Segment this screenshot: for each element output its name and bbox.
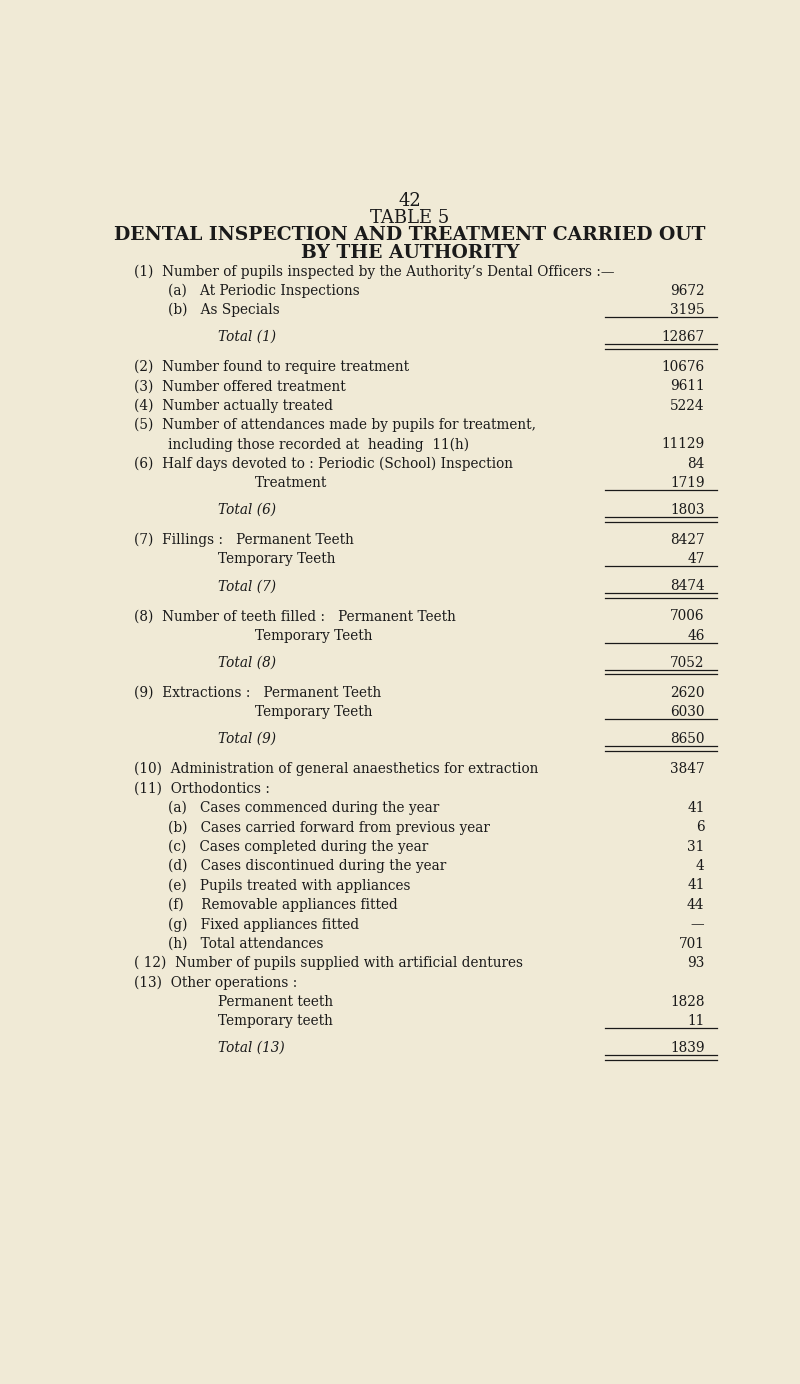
Text: (4)  Number actually treated: (4) Number actually treated	[134, 399, 333, 412]
Text: (8)  Number of teeth filled :   Permanent Teeth: (8) Number of teeth filled : Permanent T…	[134, 609, 456, 623]
Text: 8474: 8474	[670, 580, 705, 594]
Text: 6030: 6030	[670, 704, 705, 720]
Text: 42: 42	[398, 191, 422, 209]
Text: Permanent teeth: Permanent teeth	[218, 995, 333, 1009]
Text: (10)  Administration of general anaesthetics for extraction: (10) Administration of general anaesthet…	[134, 763, 538, 776]
Text: 1803: 1803	[670, 502, 705, 518]
Text: (c)   Cases completed during the year: (c) Cases completed during the year	[168, 840, 429, 854]
Text: Temporary Teeth: Temporary Teeth	[255, 704, 373, 720]
Text: Total (1): Total (1)	[218, 329, 276, 343]
Text: (6)  Half days devoted to : Periodic (School) Inspection: (6) Half days devoted to : Periodic (Sch…	[134, 457, 513, 471]
Text: (5)  Number of attendances made by pupils for treatment,: (5) Number of attendances made by pupils…	[134, 418, 536, 432]
Text: Total (6): Total (6)	[218, 502, 276, 518]
Text: 46: 46	[687, 628, 705, 642]
Text: (7)  Fillings :   Permanent Teeth: (7) Fillings : Permanent Teeth	[134, 533, 354, 548]
Text: (9)  Extractions :   Permanent Teeth: (9) Extractions : Permanent Teeth	[134, 685, 382, 700]
Text: Treatment: Treatment	[255, 476, 327, 490]
Text: (f)    Removable appliances fitted: (f) Removable appliances fitted	[168, 898, 398, 912]
Text: 9611: 9611	[670, 379, 705, 393]
Text: Total (13): Total (13)	[218, 1041, 285, 1055]
Text: 10676: 10676	[662, 360, 705, 374]
Text: Total (9): Total (9)	[218, 732, 276, 746]
Text: (g)   Fixed appliances fitted: (g) Fixed appliances fitted	[168, 918, 359, 931]
Text: Temporary Teeth: Temporary Teeth	[218, 552, 335, 566]
Text: 1719: 1719	[670, 476, 705, 490]
Text: 5224: 5224	[670, 399, 705, 412]
Text: 1828: 1828	[670, 995, 705, 1009]
Text: 9672: 9672	[670, 284, 705, 298]
Text: 7052: 7052	[670, 656, 705, 670]
Text: 11: 11	[687, 1014, 705, 1028]
Text: 701: 701	[678, 937, 705, 951]
Text: 84: 84	[687, 457, 705, 471]
Text: 8427: 8427	[670, 533, 705, 547]
Text: 31: 31	[687, 840, 705, 854]
Text: 1839: 1839	[670, 1041, 705, 1055]
Text: 47: 47	[687, 552, 705, 566]
Text: 8650: 8650	[670, 732, 705, 746]
Text: (a)   Cases commenced during the year: (a) Cases commenced during the year	[168, 801, 439, 815]
Text: Total (7): Total (7)	[218, 580, 276, 594]
Text: 3195: 3195	[670, 303, 705, 317]
Text: 93: 93	[687, 956, 705, 970]
Text: (13)  Other operations :: (13) Other operations :	[134, 976, 298, 990]
Text: BY THE AUTHORITY: BY THE AUTHORITY	[301, 244, 519, 262]
Text: 41: 41	[687, 879, 705, 893]
Text: (b)   Cases carried forward from previous year: (b) Cases carried forward from previous …	[168, 821, 490, 835]
Text: 4: 4	[696, 859, 705, 873]
Text: (2)  Number found to require treatment: (2) Number found to require treatment	[134, 360, 410, 374]
Text: Temporary teeth: Temporary teeth	[218, 1014, 333, 1028]
Text: 44: 44	[687, 898, 705, 912]
Text: —: —	[691, 918, 705, 931]
Text: Total (8): Total (8)	[218, 656, 276, 670]
Text: (h)   Total attendances: (h) Total attendances	[168, 937, 324, 951]
Text: 11129: 11129	[662, 437, 705, 451]
Text: (11)  Orthodontics :: (11) Orthodontics :	[134, 782, 270, 796]
Text: (1)  Number of pupils inspected by the Authority’s Dental Officers :—: (1) Number of pupils inspected by the Au…	[134, 264, 614, 278]
Text: Temporary Teeth: Temporary Teeth	[255, 628, 373, 642]
Text: ( 12)  Number of pupils supplied with artificial dentures: ( 12) Number of pupils supplied with art…	[134, 956, 523, 970]
Text: (e)   Pupils treated with appliances: (e) Pupils treated with appliances	[168, 879, 410, 893]
Text: (3)  Number offered treatment: (3) Number offered treatment	[134, 379, 346, 393]
Text: 6: 6	[696, 821, 705, 835]
Text: 3847: 3847	[670, 763, 705, 776]
Text: (d)   Cases discontinued during the year: (d) Cases discontinued during the year	[168, 859, 446, 873]
Text: 7006: 7006	[670, 609, 705, 623]
Text: TABLE 5: TABLE 5	[370, 209, 450, 227]
Text: including those recorded at  heading  11(h): including those recorded at heading 11(h…	[168, 437, 470, 451]
Text: 41: 41	[687, 801, 705, 815]
Text: DENTAL INSPECTION AND TREATMENT CARRIED OUT: DENTAL INSPECTION AND TREATMENT CARRIED …	[114, 226, 706, 244]
Text: (b)   As Specials: (b) As Specials	[168, 303, 280, 317]
Text: (a)   At Periodic Inspections: (a) At Periodic Inspections	[168, 284, 360, 298]
Text: 2620: 2620	[670, 685, 705, 700]
Text: 12867: 12867	[662, 329, 705, 343]
